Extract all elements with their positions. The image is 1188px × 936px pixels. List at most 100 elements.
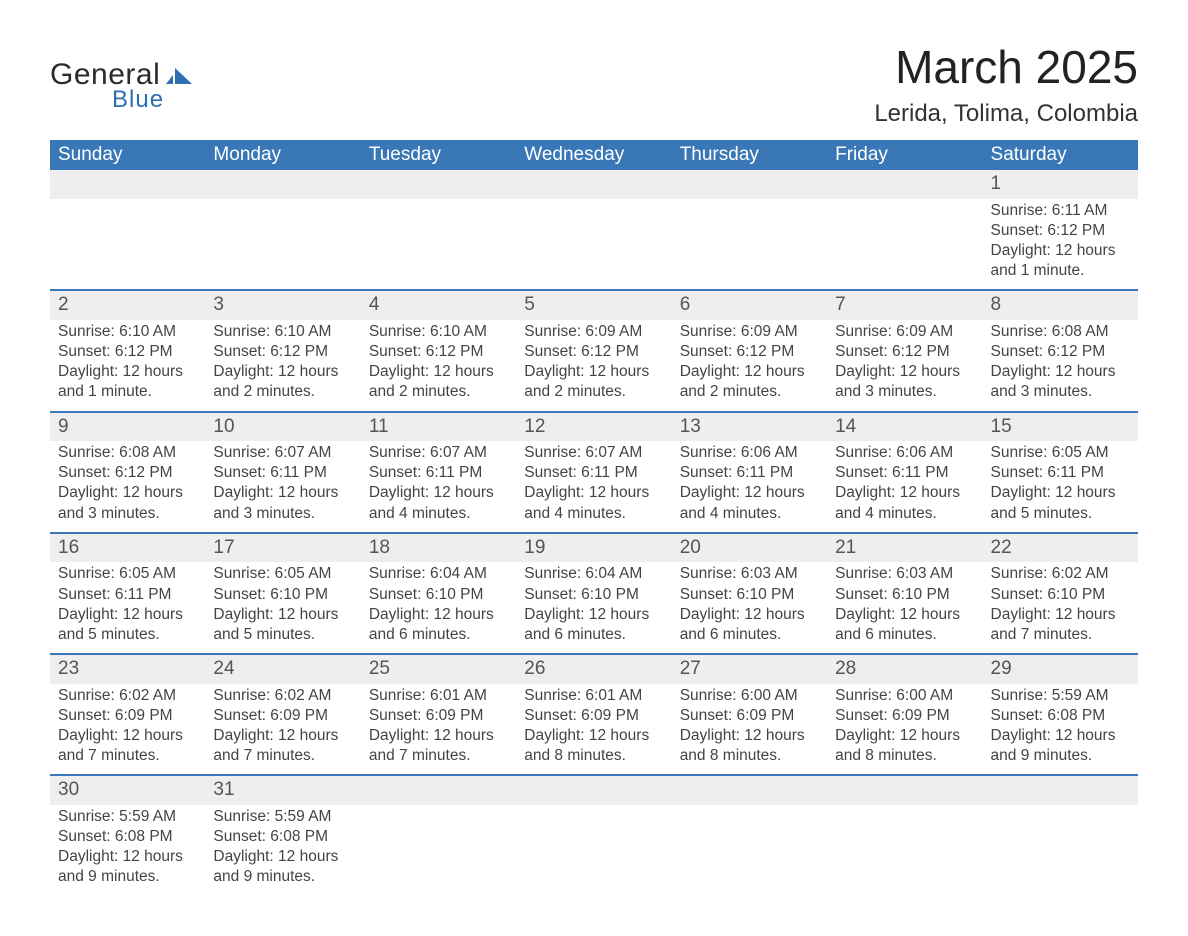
day-number: 18 bbox=[369, 537, 390, 558]
sunrise-text: Sunrise: 6:05 AM bbox=[58, 564, 197, 584]
sunset-text: Sunset: 6:10 PM bbox=[991, 585, 1130, 605]
day-number-cell: 19 bbox=[516, 533, 671, 563]
logo-text-blue: Blue bbox=[112, 86, 164, 114]
sunrise-text: Sunrise: 6:09 AM bbox=[524, 322, 663, 342]
sunrise-text: Sunrise: 5:59 AM bbox=[58, 807, 197, 827]
content-row: Sunrise: 5:59 AMSunset: 6:08 PMDaylight:… bbox=[50, 805, 1138, 896]
sunset-text: Sunset: 6:09 PM bbox=[213, 706, 352, 726]
day-content-cell: Sunrise: 6:07 AMSunset: 6:11 PMDaylight:… bbox=[516, 441, 671, 533]
weekday-header: Monday bbox=[205, 140, 360, 170]
sunset-text: Sunset: 6:11 PM bbox=[369, 463, 508, 483]
day-number-cell bbox=[516, 170, 671, 199]
day-number-cell bbox=[827, 170, 982, 199]
daylight-text: and 4 minutes. bbox=[524, 504, 663, 524]
daylight-text: and 9 minutes. bbox=[58, 867, 197, 887]
location-subtitle: Lerida, Tolima, Colombia bbox=[874, 100, 1138, 128]
day-content-cell: Sunrise: 6:02 AMSunset: 6:09 PMDaylight:… bbox=[50, 684, 205, 776]
day-content-cell bbox=[361, 199, 516, 291]
calendar-header: Sunday Monday Tuesday Wednesday Thursday… bbox=[50, 140, 1138, 170]
daylight-text: and 5 minutes. bbox=[991, 504, 1130, 524]
daylight-text: Daylight: 12 hours bbox=[58, 362, 197, 382]
day-content-cell bbox=[827, 805, 982, 896]
daylight-text: Daylight: 12 hours bbox=[369, 362, 508, 382]
sunset-text: Sunset: 6:11 PM bbox=[680, 463, 819, 483]
day-number-cell: 18 bbox=[361, 533, 516, 563]
day-content-cell: Sunrise: 6:09 AMSunset: 6:12 PMDaylight:… bbox=[827, 320, 982, 412]
day-number: 8 bbox=[991, 294, 1002, 315]
sunset-text: Sunset: 6:11 PM bbox=[213, 463, 352, 483]
day-content-cell: Sunrise: 6:05 AMSunset: 6:11 PMDaylight:… bbox=[50, 562, 205, 654]
day-content-cell: Sunrise: 6:06 AMSunset: 6:11 PMDaylight:… bbox=[827, 441, 982, 533]
daylight-text: Daylight: 12 hours bbox=[991, 605, 1130, 625]
daylight-text: and 5 minutes. bbox=[213, 625, 352, 645]
month-title: March 2025 bbox=[874, 40, 1138, 94]
day-number-cell: 17 bbox=[205, 533, 360, 563]
day-number: 14 bbox=[835, 416, 856, 437]
day-content-cell: Sunrise: 6:09 AMSunset: 6:12 PMDaylight:… bbox=[516, 320, 671, 412]
day-content-cell bbox=[672, 805, 827, 896]
sunrise-text: Sunrise: 6:11 AM bbox=[991, 201, 1130, 221]
content-row: Sunrise: 6:08 AMSunset: 6:12 PMDaylight:… bbox=[50, 441, 1138, 533]
day-number-cell: 16 bbox=[50, 533, 205, 563]
daylight-text: Daylight: 12 hours bbox=[835, 605, 974, 625]
day-number-cell: 1 bbox=[983, 170, 1138, 199]
day-content-cell bbox=[516, 199, 671, 291]
day-number-cell: 6 bbox=[672, 290, 827, 320]
day-number: 29 bbox=[991, 658, 1012, 679]
sunset-text: Sunset: 6:10 PM bbox=[213, 585, 352, 605]
daynum-row: 9101112131415 bbox=[50, 412, 1138, 442]
sunset-text: Sunset: 6:09 PM bbox=[369, 706, 508, 726]
daynum-row: 1 bbox=[50, 170, 1138, 199]
day-number-cell: 2 bbox=[50, 290, 205, 320]
daylight-text: Daylight: 12 hours bbox=[58, 483, 197, 503]
day-number: 16 bbox=[58, 537, 79, 558]
day-content-cell: Sunrise: 6:08 AMSunset: 6:12 PMDaylight:… bbox=[50, 441, 205, 533]
daylight-text: and 2 minutes. bbox=[213, 382, 352, 402]
daylight-text: and 5 minutes. bbox=[58, 625, 197, 645]
day-number-cell: 21 bbox=[827, 533, 982, 563]
daylight-text: and 6 minutes. bbox=[835, 625, 974, 645]
daylight-text: and 7 minutes. bbox=[58, 746, 197, 766]
day-content-cell: Sunrise: 6:09 AMSunset: 6:12 PMDaylight:… bbox=[672, 320, 827, 412]
sunset-text: Sunset: 6:10 PM bbox=[369, 585, 508, 605]
day-number-cell: 24 bbox=[205, 654, 360, 684]
day-number: 1 bbox=[991, 173, 1002, 194]
daylight-text: and 4 minutes. bbox=[680, 504, 819, 524]
day-content-cell: Sunrise: 5:59 AMSunset: 6:08 PMDaylight:… bbox=[50, 805, 205, 896]
daylight-text: Daylight: 12 hours bbox=[524, 483, 663, 503]
day-number-cell: 4 bbox=[361, 290, 516, 320]
day-number-cell: 10 bbox=[205, 412, 360, 442]
daylight-text: Daylight: 12 hours bbox=[213, 362, 352, 382]
daylight-text: Daylight: 12 hours bbox=[680, 483, 819, 503]
day-number-cell bbox=[827, 775, 982, 805]
day-number: 20 bbox=[680, 537, 701, 558]
daylight-text: Daylight: 12 hours bbox=[213, 483, 352, 503]
sunrise-text: Sunrise: 6:01 AM bbox=[369, 686, 508, 706]
sunset-text: Sunset: 6:10 PM bbox=[524, 585, 663, 605]
sunrise-text: Sunrise: 6:02 AM bbox=[213, 686, 352, 706]
sunrise-text: Sunrise: 5:59 AM bbox=[213, 807, 352, 827]
day-number: 23 bbox=[58, 658, 79, 679]
day-number-cell: 9 bbox=[50, 412, 205, 442]
day-number: 4 bbox=[369, 294, 380, 315]
day-number-cell: 28 bbox=[827, 654, 982, 684]
sunrise-text: Sunrise: 6:00 AM bbox=[680, 686, 819, 706]
daylight-text: and 7 minutes. bbox=[369, 746, 508, 766]
day-number: 3 bbox=[213, 294, 224, 315]
day-content-cell: Sunrise: 6:10 AMSunset: 6:12 PMDaylight:… bbox=[50, 320, 205, 412]
day-number-cell: 23 bbox=[50, 654, 205, 684]
day-number: 25 bbox=[369, 658, 390, 679]
day-number-cell bbox=[983, 775, 1138, 805]
day-number: 5 bbox=[524, 294, 535, 315]
daylight-text: Daylight: 12 hours bbox=[680, 362, 819, 382]
sunset-text: Sunset: 6:12 PM bbox=[213, 342, 352, 362]
daylight-text: and 4 minutes. bbox=[835, 504, 974, 524]
daylight-text: Daylight: 12 hours bbox=[991, 726, 1130, 746]
day-content-cell: Sunrise: 6:10 AMSunset: 6:12 PMDaylight:… bbox=[361, 320, 516, 412]
sunrise-text: Sunrise: 6:06 AM bbox=[835, 443, 974, 463]
day-number-cell: 11 bbox=[361, 412, 516, 442]
day-number-cell: 14 bbox=[827, 412, 982, 442]
content-row: Sunrise: 6:05 AMSunset: 6:11 PMDaylight:… bbox=[50, 562, 1138, 654]
daylight-text: and 6 minutes. bbox=[680, 625, 819, 645]
day-number: 7 bbox=[835, 294, 846, 315]
